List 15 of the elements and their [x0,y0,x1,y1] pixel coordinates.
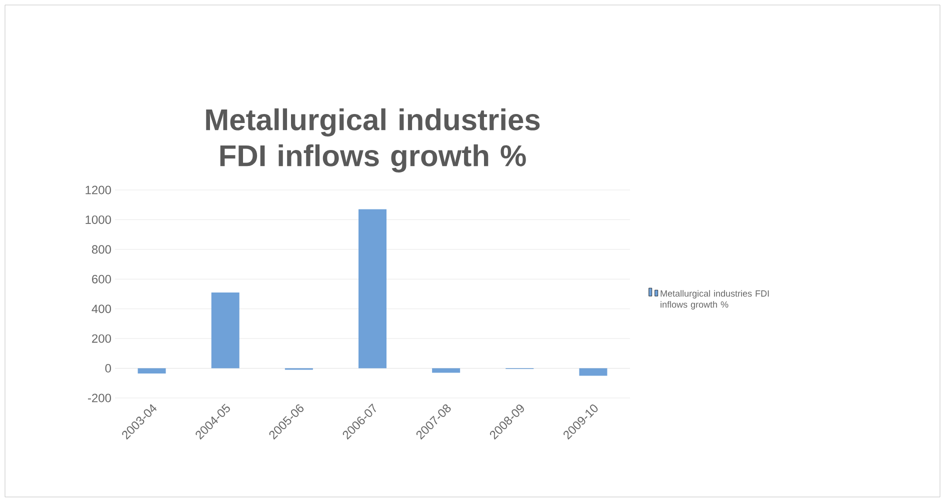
y-tick-label: 400 [92,304,112,314]
bar [358,209,387,368]
y-tick-label: 800 [92,245,112,254]
y-tick-label: -200 [88,394,112,402]
bar [579,368,608,376]
legend-label: Metallurgical industries FDI inflows growth % [660,290,769,310]
chart-title: Metallurgical industries FDI inflows growth % [206,108,540,172]
y-tick-label: 200 [92,334,112,343]
bar [138,368,166,374]
y-tick-label: 1200 [86,186,112,194]
bar [432,368,460,373]
y-tick-label: 1000 [86,215,112,224]
y-tick-label: 600 [92,274,112,284]
y-tick-label: 0 [105,364,112,373]
bar [211,292,240,368]
